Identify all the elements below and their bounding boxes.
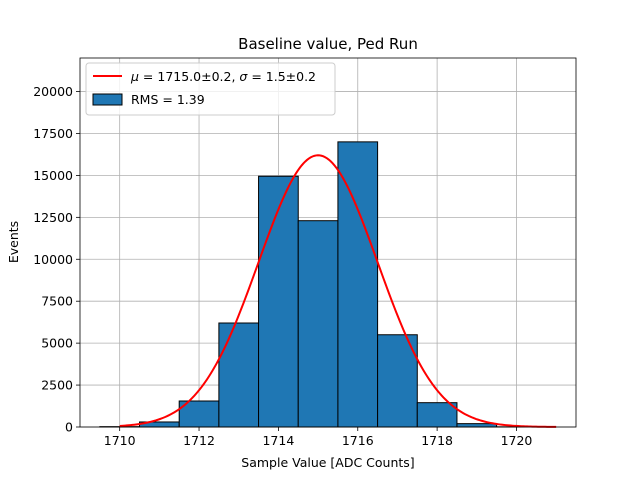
histogram-bar	[297, 220, 339, 428]
plot-frame	[79, 57, 577, 428]
fit-curve	[119, 154, 557, 428]
y-axis-label: Events	[6, 221, 21, 263]
x-tick-label: 1712	[183, 433, 215, 448]
fit-curve-group	[119, 154, 557, 428]
legend: μ = 1715.0±0.2, σ = 1.5±0.2 RMS = 1.39	[85, 62, 336, 116]
histogram-bars	[99, 141, 537, 428]
legend-fit-label: μ = 1715.0±0.2, σ = 1.5±0.2	[130, 69, 316, 84]
legend-sigma-value: = 1.5±0.2	[247, 69, 316, 84]
x-tick-label: 1718	[421, 433, 453, 448]
chart-title: Baseline value, Ped Run	[238, 35, 418, 53]
y-tick-label: 12500	[33, 210, 73, 225]
y-tick-label: 10000	[33, 252, 73, 267]
x-tick-label: 1720	[501, 433, 533, 448]
legend-box	[85, 62, 336, 116]
y-tick-label: 7500	[41, 294, 73, 309]
legend-mu-symbol: μ	[130, 69, 139, 84]
histogram-bar	[456, 423, 498, 428]
y-tick-label: 2500	[41, 378, 73, 393]
y-tick-label: 0	[65, 420, 73, 435]
histogram-bar	[218, 322, 260, 428]
histogram-bar	[337, 141, 379, 428]
legend-mu-value: = 1715.0±0.2,	[139, 69, 239, 84]
x-tick-label: 1716	[342, 433, 374, 448]
histogram-bar	[377, 334, 418, 428]
x-axis-label: Sample Value [ADC Counts]	[241, 455, 414, 470]
y-tick-label: 17500	[33, 126, 73, 141]
x-tick-label: 1714	[262, 433, 294, 448]
legend-sigma-symbol: σ	[239, 69, 248, 84]
y-tick-label: 5000	[41, 336, 73, 351]
x-tick-label: 1710	[104, 433, 136, 448]
legend-histogram-label: RMS = 1.39	[131, 92, 205, 107]
legend-histogram-swatch	[92, 93, 123, 106]
y-tick-label: 20000	[33, 84, 73, 99]
histogram-bar	[416, 402, 458, 428]
y-tick-label: 15000	[33, 168, 73, 183]
histogram-bar	[258, 175, 299, 428]
x-axis-ticks: 1710 1712 1714 1716 1718 1720	[104, 427, 533, 448]
y-axis-ticks: 0 2500 5000 7500 10000 12500 15000 17500 20000	[33, 84, 80, 435]
